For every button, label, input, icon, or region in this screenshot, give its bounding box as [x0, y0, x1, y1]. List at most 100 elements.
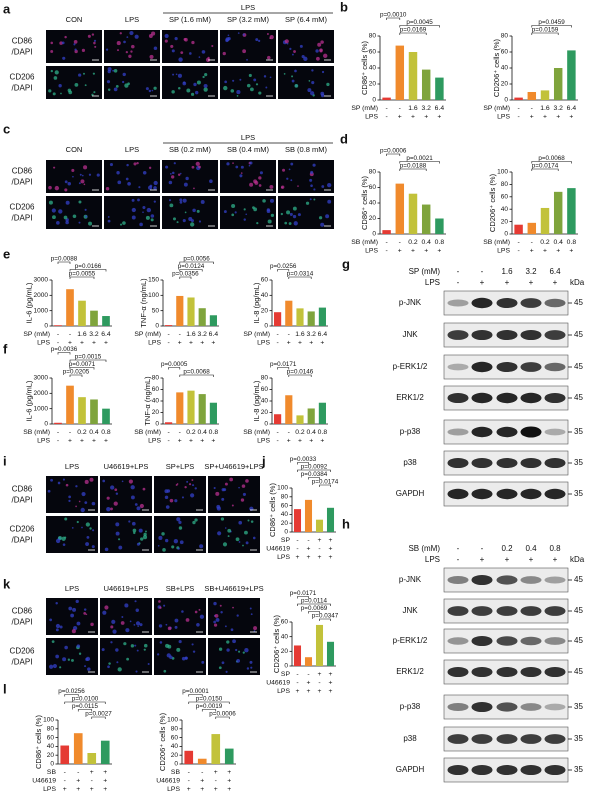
treatment-value: + — [398, 113, 402, 120]
treatment-value: - — [385, 247, 387, 254]
treatment-value: + — [307, 688, 311, 695]
cell — [266, 33, 269, 35]
treatment-value: - — [517, 105, 519, 112]
micrograph — [154, 476, 206, 513]
cell — [107, 219, 111, 223]
cell — [194, 90, 199, 95]
y-tick-label: 80 — [152, 375, 160, 382]
size-marker: 35 — [574, 765, 583, 774]
cell — [65, 200, 70, 205]
y-tick-label: 40 — [47, 743, 55, 750]
band — [496, 666, 518, 678]
cell — [115, 531, 120, 536]
y-tick-label: 60 — [501, 49, 509, 56]
cell — [158, 624, 163, 628]
cell — [71, 168, 75, 172]
treatment-value: 0.8 — [101, 429, 111, 436]
cell — [288, 222, 292, 225]
bar — [382, 97, 391, 100]
band — [496, 426, 518, 438]
cell — [127, 82, 130, 86]
cell — [223, 85, 228, 91]
treatment-value: - — [457, 267, 460, 276]
treatment-value: - — [179, 331, 181, 338]
treatment-value: - — [57, 437, 59, 444]
cell — [199, 614, 205, 619]
cell — [221, 497, 225, 501]
cell — [201, 50, 206, 54]
cell — [242, 492, 246, 496]
micrograph — [46, 476, 98, 513]
y-tick-label: 0 — [44, 323, 48, 330]
cell — [161, 532, 165, 536]
bar — [408, 52, 418, 100]
bar — [78, 300, 86, 326]
y-tick-label: 0 — [284, 663, 288, 670]
cell — [236, 90, 241, 95]
cell — [231, 213, 235, 217]
cell — [225, 670, 228, 673]
cell — [50, 41, 54, 45]
cell — [294, 69, 297, 73]
cell — [87, 667, 91, 671]
significance-bracket — [288, 276, 312, 279]
cell — [84, 208, 87, 211]
cell — [88, 173, 92, 176]
cell — [126, 163, 129, 167]
treatment-value: 6.4 — [549, 267, 561, 276]
cell — [193, 187, 195, 190]
cell — [113, 501, 118, 506]
cell — [244, 530, 248, 535]
cell — [138, 528, 143, 533]
cell — [190, 219, 194, 223]
cell — [165, 505, 170, 509]
cell — [127, 181, 131, 186]
cell — [284, 221, 288, 225]
y-tick-label: 20 — [171, 752, 179, 759]
cell — [65, 220, 69, 225]
significance-bracket — [531, 161, 572, 164]
micrograph — [46, 160, 102, 193]
cell — [59, 666, 62, 669]
cell — [133, 531, 136, 535]
treatment-value: + — [307, 545, 311, 552]
cell — [84, 665, 87, 668]
treatment-value: + — [553, 555, 558, 564]
significance-bracket — [308, 611, 320, 614]
band — [496, 488, 518, 500]
cell — [236, 95, 239, 97]
cell — [176, 647, 181, 652]
cell — [107, 665, 110, 669]
cell — [170, 44, 174, 49]
y-tick-label: 40 — [501, 65, 509, 72]
cell — [110, 507, 113, 511]
cell — [203, 83, 208, 88]
cell — [253, 626, 258, 631]
cell — [258, 91, 262, 95]
cell — [234, 211, 237, 214]
protein-label: ERK1/2 — [396, 393, 424, 402]
row-label: CD206 — [10, 203, 35, 212]
panel-label: j — [261, 453, 266, 468]
cell — [145, 530, 147, 533]
cell — [135, 608, 139, 612]
cell — [136, 542, 140, 546]
cell — [138, 186, 141, 189]
cell — [231, 504, 234, 507]
cell — [270, 213, 275, 218]
y-tick-label: 20 — [281, 520, 289, 527]
column-header: SB (0.8 mM) — [285, 145, 328, 154]
cell — [125, 50, 128, 54]
micrograph — [208, 638, 260, 675]
cell — [123, 642, 127, 646]
y-tick-label: 0 — [174, 761, 178, 768]
cell — [110, 641, 113, 644]
cell — [281, 185, 285, 189]
treatment-label: U46619 — [32, 777, 56, 784]
bar — [318, 307, 326, 326]
band — [520, 576, 542, 584]
cell — [64, 35, 67, 39]
cell — [134, 600, 137, 603]
band — [544, 764, 566, 776]
